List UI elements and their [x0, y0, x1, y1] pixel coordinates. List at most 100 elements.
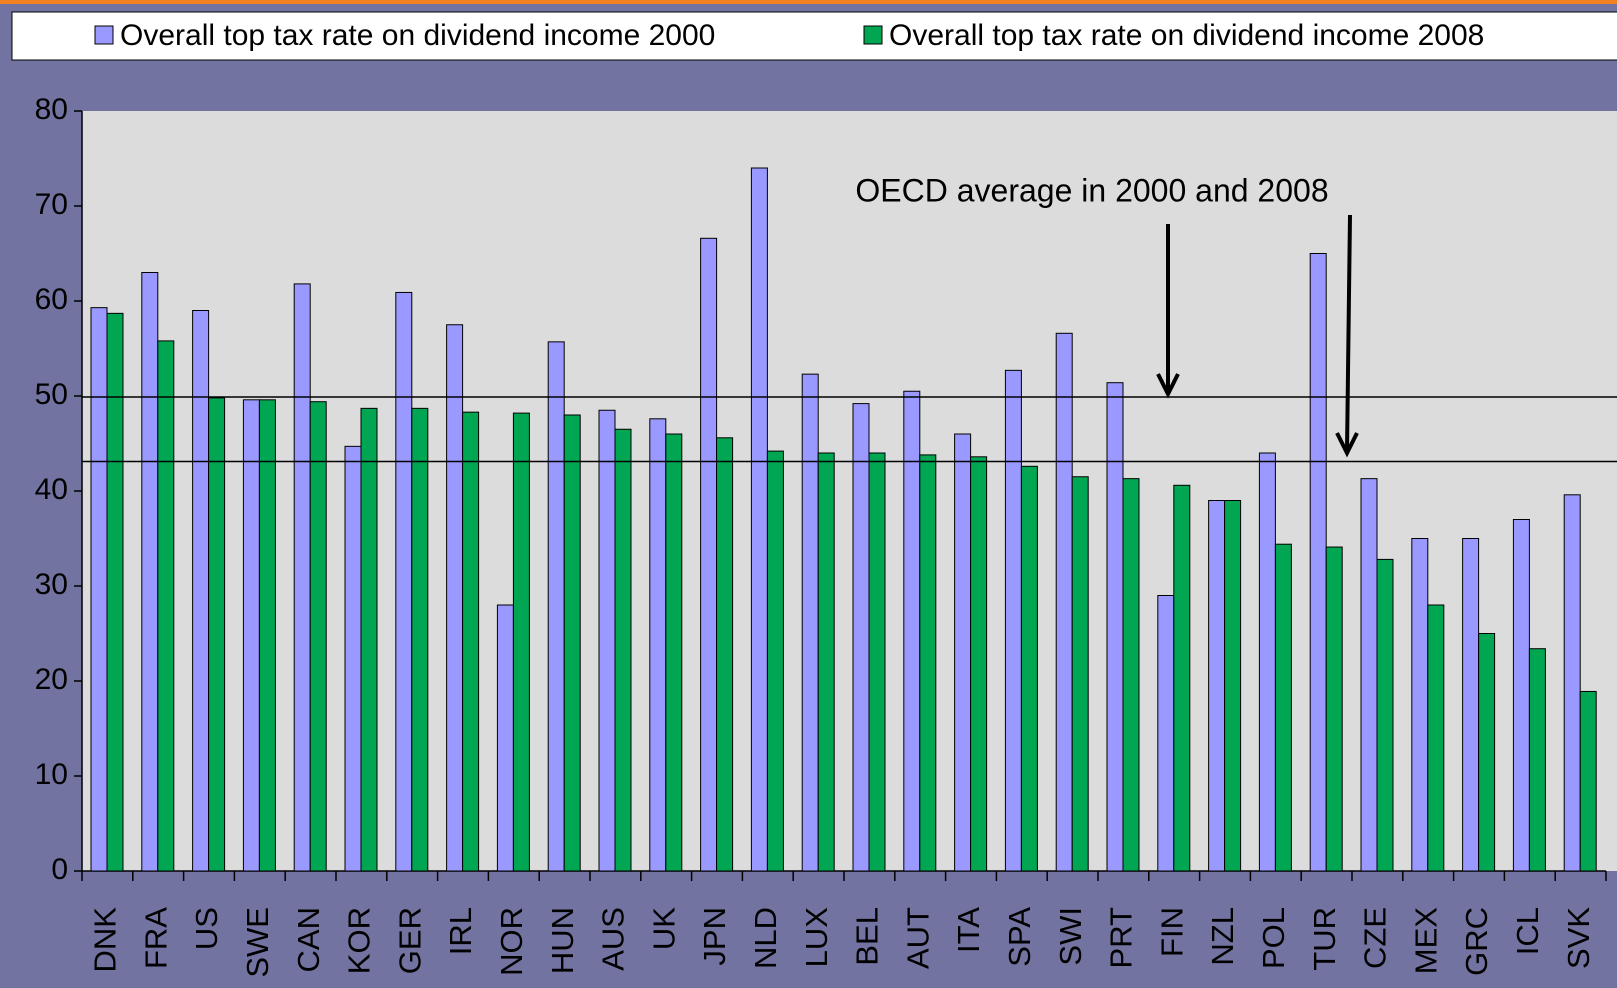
y-tick-label: 60: [35, 283, 68, 316]
arrow: [1345, 214, 1352, 452]
bar: [1258, 452, 1276, 872]
y-tick-label: 80: [35, 93, 68, 126]
x-tick-label: UK: [646, 907, 681, 950]
bar: [665, 433, 683, 872]
bar: [344, 445, 362, 872]
bar: [1360, 478, 1378, 872]
arrows: [1156, 214, 1359, 458]
bar: [817, 452, 835, 872]
bar: [293, 283, 311, 872]
x-tick-label: FRA: [138, 907, 173, 969]
x-tick-label: SPA: [1002, 907, 1037, 967]
bar: [1563, 494, 1581, 872]
arrow-head: [1335, 432, 1359, 458]
x-tick-label: TUR: [1307, 907, 1342, 971]
y-tick-label: 70: [35, 188, 68, 221]
legend-swatch: [863, 25, 883, 45]
bar: [852, 403, 870, 872]
x-tick-label: PRT: [1104, 907, 1139, 969]
x-tick-label: IRL: [443, 907, 478, 955]
y-tick-label: 50: [35, 378, 68, 411]
y-tick-label: 30: [35, 568, 68, 601]
bar: [1274, 543, 1292, 872]
x-tick-label: BEL: [850, 907, 885, 966]
x-tick-label: ITA: [951, 907, 986, 953]
bar: [1106, 382, 1124, 872]
bar: [360, 407, 378, 872]
bar: [614, 428, 632, 872]
x-tick-label: NLD: [748, 907, 783, 969]
x-tick-label: AUS: [596, 907, 631, 971]
bar: [1528, 648, 1546, 872]
x-tick-label: CAN: [291, 907, 326, 972]
bar: [1157, 595, 1175, 872]
bar: [903, 390, 921, 872]
bar: [1224, 500, 1242, 872]
y-tick-label: 20: [35, 663, 68, 696]
bar: [563, 414, 581, 872]
bar: [1411, 538, 1429, 872]
x-tick-label: ICL: [1510, 907, 1545, 955]
x-tick-label: MEX: [1408, 907, 1443, 975]
x-tick-label: GRC: [1459, 907, 1494, 976]
bar: [446, 324, 464, 872]
bar: [1376, 558, 1394, 872]
annotation: OECD average in 2000 and 2008: [855, 172, 1328, 208]
x-tick-label: CZE: [1358, 907, 1393, 969]
x-tick-label: GER: [392, 907, 427, 974]
bar: [242, 399, 260, 872]
bar: [970, 456, 988, 872]
y-tick-label: 10: [35, 758, 68, 791]
bar: [395, 291, 413, 872]
top-strip: [0, 0, 1617, 4]
x-tick-label: FIN: [1154, 907, 1189, 957]
bar: [1122, 478, 1140, 872]
x-tick-label: SWE: [240, 907, 275, 978]
x-tick-label: JPN: [697, 907, 732, 966]
bar: [462, 411, 480, 872]
bar: [512, 412, 530, 872]
bar: [919, 454, 937, 872]
bar: [90, 307, 108, 872]
legend-label: Overall top tax rate on dividend income …: [889, 19, 1484, 52]
bar: [801, 373, 819, 872]
bar: [868, 452, 886, 872]
bar: [309, 401, 327, 872]
bar: [750, 167, 768, 872]
bar: [700, 237, 718, 872]
bar: [1325, 546, 1343, 872]
bar: [954, 433, 972, 872]
legend-box: [11, 11, 1617, 61]
bar: [411, 407, 429, 872]
bar: [1055, 332, 1073, 872]
bar: [649, 418, 667, 872]
bar: [192, 310, 210, 872]
y-tick-label: 40: [35, 473, 68, 506]
x-tick-label: NZL: [1205, 907, 1240, 966]
x-tick-label: LUX: [799, 907, 834, 968]
bar: [1071, 476, 1089, 872]
y-tick-label: 0: [51, 853, 68, 886]
x-tick-label: SWI: [1053, 907, 1088, 966]
bar: [598, 409, 616, 872]
x-tick-label: NOR: [494, 907, 529, 976]
bar: [141, 272, 159, 872]
bar: [1309, 253, 1327, 872]
bar: [208, 397, 226, 872]
x-tick-label: US: [189, 907, 224, 950]
bar: [1462, 538, 1480, 872]
bar: [1478, 633, 1496, 872]
x-tick-label: KOR: [342, 907, 377, 974]
x-tick-label: AUT: [900, 907, 935, 969]
bar: [766, 450, 784, 872]
bar: [106, 312, 124, 872]
bar: [258, 399, 276, 872]
bar: [496, 604, 514, 872]
x-tick-label: SVK: [1561, 907, 1596, 969]
x-tick-label: DNK: [88, 907, 123, 973]
legend-label: Overall top tax rate on dividend income …: [120, 19, 715, 52]
legend-swatch: [94, 25, 114, 45]
bar: [1208, 500, 1226, 872]
bar: [1579, 690, 1597, 872]
